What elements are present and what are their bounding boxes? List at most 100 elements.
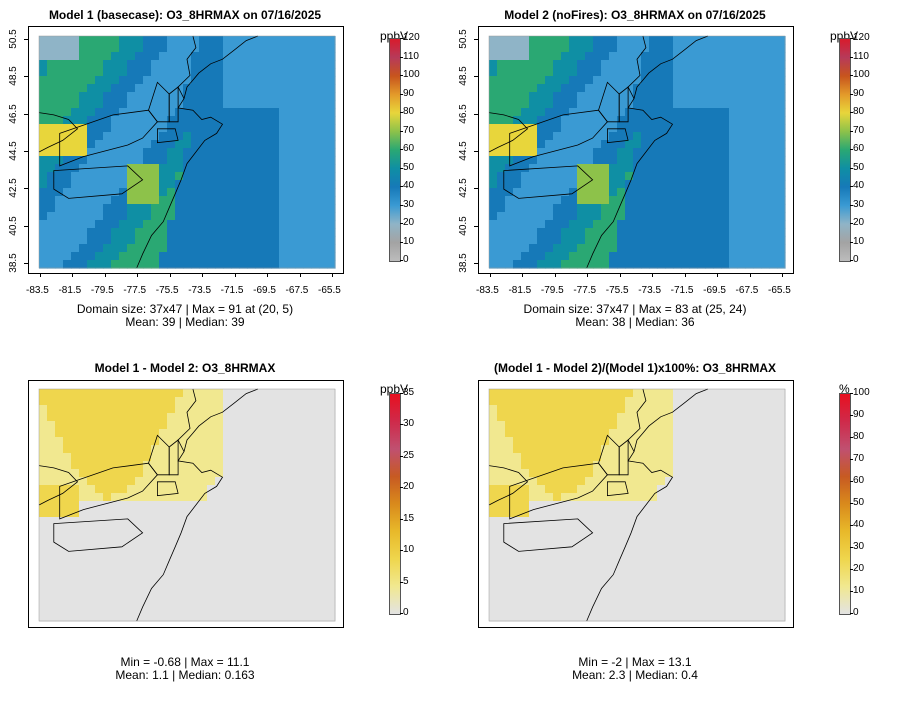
grid-cell	[593, 164, 602, 173]
grid-cell	[761, 52, 770, 61]
grid-cell	[673, 549, 682, 558]
grid-cell	[681, 501, 690, 510]
grid-cell	[673, 108, 682, 117]
grid-cell	[71, 461, 80, 470]
grid-cell	[689, 140, 698, 149]
grid-cell	[135, 429, 144, 438]
grid-cell	[119, 453, 128, 462]
grid-cell	[489, 437, 498, 446]
grid-cell	[577, 244, 586, 253]
grid-cell	[617, 501, 626, 510]
grid-cell	[633, 453, 642, 462]
grid-cell	[673, 100, 682, 109]
grid-cell	[327, 565, 336, 574]
colorbar-tick-mark	[850, 149, 853, 150]
grid-cell	[513, 188, 522, 197]
colorbar-tick-mark	[400, 167, 403, 169]
grid-cell	[303, 100, 312, 109]
grid-cell	[127, 92, 136, 101]
grid-cell	[271, 108, 280, 117]
stats-line-1: Min = -2 | Max = 13.1	[578, 655, 692, 669]
grid-cell	[633, 220, 642, 229]
grid-cell	[745, 68, 754, 77]
grid-cell	[665, 212, 674, 221]
grid-cell	[721, 541, 730, 550]
grid-cell	[263, 100, 272, 109]
grid-cell	[119, 477, 128, 486]
grid-cell	[327, 421, 336, 430]
grid-cell	[231, 429, 240, 438]
grid-cell	[753, 132, 762, 141]
grid-cell	[71, 573, 80, 582]
grid-cell	[271, 397, 280, 406]
grid-cell	[191, 605, 200, 614]
grid-cell	[569, 36, 578, 45]
grid-cell	[295, 132, 304, 141]
grid-cell	[47, 397, 56, 406]
grid-cell	[649, 469, 658, 478]
grid-cell	[207, 405, 216, 414]
grid-cell	[609, 108, 618, 117]
grid-cell	[681, 509, 690, 518]
grid-cell	[521, 389, 530, 398]
grid-cell	[311, 188, 320, 197]
grid-cell	[769, 156, 778, 165]
grid-cell	[681, 453, 690, 462]
grid-cell	[327, 429, 336, 438]
grid-cell	[207, 220, 216, 229]
grid-cell	[513, 180, 522, 189]
grid-cell	[489, 493, 498, 502]
grid-cell	[529, 76, 538, 85]
grid-cell	[279, 413, 288, 422]
grid-cell	[199, 541, 208, 550]
grid-cell	[761, 605, 770, 614]
grid-cell	[633, 493, 642, 502]
grid-cell	[681, 140, 690, 149]
grid-cell	[697, 196, 706, 205]
grid-cell	[673, 124, 682, 133]
grid-cell	[295, 501, 304, 510]
grid-cell	[761, 68, 770, 77]
grid-cell	[287, 413, 296, 422]
grid-cell	[311, 525, 320, 534]
grid-cell	[127, 525, 136, 534]
grid-cell	[761, 517, 770, 526]
grid-cell	[143, 485, 152, 494]
grid-cell	[119, 397, 128, 406]
grid-cell	[753, 68, 762, 77]
grid-cell	[561, 421, 570, 430]
grid-cell	[295, 413, 304, 422]
grid-cell	[223, 405, 232, 414]
grid-cell	[577, 92, 586, 101]
grid-cell	[311, 549, 320, 558]
grid-cell	[223, 220, 232, 229]
grid-cell	[537, 525, 546, 534]
grid-cell	[657, 148, 666, 157]
grid-cell	[319, 228, 328, 237]
grid-cell	[633, 461, 642, 470]
grid-cell	[705, 429, 714, 438]
grid-cell	[545, 429, 554, 438]
grid-cell	[585, 76, 594, 85]
grid-cell	[183, 405, 192, 414]
grid-cell	[561, 60, 570, 69]
grid-cell	[319, 517, 328, 526]
grid-cell	[753, 493, 762, 502]
grid-cell	[39, 260, 48, 269]
grid-cell	[215, 188, 224, 197]
grid-cell	[633, 108, 642, 117]
grid-cell	[191, 52, 200, 61]
grid-cell	[303, 573, 312, 582]
grid-cell	[761, 172, 770, 181]
grid-cell	[681, 220, 690, 229]
colorbar-tick-label: 5	[403, 575, 409, 587]
grid-cell	[271, 549, 280, 558]
grid-cell	[777, 525, 786, 534]
grid-cell	[279, 172, 288, 181]
grid-cell	[135, 517, 144, 526]
grid-cell	[569, 140, 578, 149]
grid-cell	[489, 220, 498, 229]
grid-cell	[569, 236, 578, 245]
grid-cell	[721, 477, 730, 486]
grid-cell	[311, 485, 320, 494]
